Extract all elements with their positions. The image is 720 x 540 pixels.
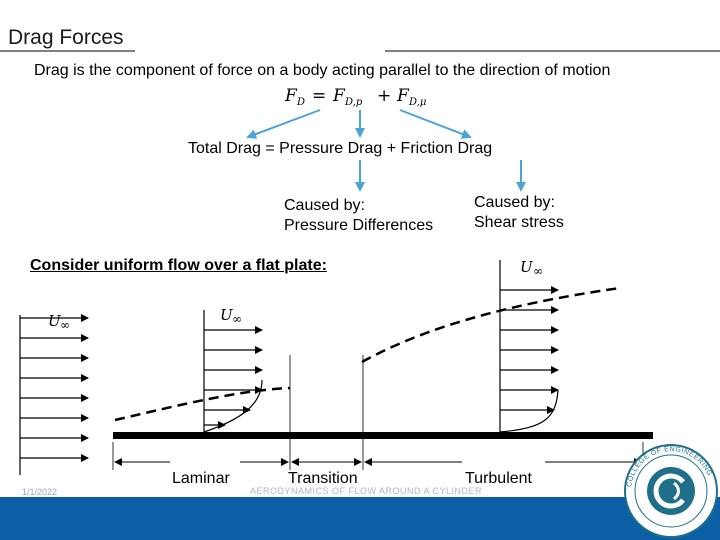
formula-term1-sub: D,p	[344, 97, 363, 108]
pressure-cause-value: Pressure Differences	[284, 217, 434, 234]
transition-label: Transition	[288, 470, 358, 487]
title-underline-left	[0, 50, 135, 52]
formula-term1: F	[332, 86, 346, 106]
formula-plus: +	[377, 86, 391, 106]
svg-text:U: U	[48, 312, 62, 330]
upstream-velocity-profile	[19, 314, 89, 475]
slide-title: Drag Forces	[8, 26, 124, 49]
arrow-to-total-drag	[246, 109, 321, 139]
pressure-cause-label: Caused by:	[284, 197, 365, 214]
footer-text: AERODYNAMICS OF FLOW AROUND A CYLINDER	[250, 486, 483, 496]
turbulent-velocity-profile	[499, 260, 559, 433]
formula-lhs: F	[284, 86, 298, 106]
turbulent-label: Turbulent	[465, 470, 532, 487]
formula-equals: =	[312, 86, 326, 106]
formula-term2-sub: D,μ	[408, 97, 426, 108]
laminar-label: Laminar	[172, 470, 230, 487]
total-drag-equation: Total Drag = Pressure Drag + Friction Dr…	[188, 140, 493, 157]
region-dividers	[112, 355, 644, 470]
u-infinity-label-upstream: U ∞	[48, 312, 70, 332]
arrow-to-friction-drag	[399, 109, 472, 139]
drag-formula: F D = F D,p + F D,μ	[284, 86, 426, 108]
svg-text:U: U	[520, 258, 534, 276]
formula-term2: F	[396, 86, 410, 106]
friction-cause-label: Caused by:	[474, 194, 555, 211]
footer-date: 1/1/2022	[22, 487, 58, 497]
flat-plate	[113, 432, 653, 439]
logo-flame-icon	[672, 481, 680, 501]
title-underline-right	[385, 50, 720, 52]
u-infinity-label-turbulent: U ∞	[520, 258, 543, 278]
flat-plate-heading: Consider uniform flow over a flat plate:	[30, 257, 327, 274]
boundary-layer-edge	[114, 286, 621, 422]
svg-text:∞: ∞	[60, 318, 70, 332]
decomposition-arrows	[246, 109, 526, 192]
laminar-boundary-layer	[114, 386, 291, 422]
college-logo: COLLEGE OF ENGINEERING	[624, 444, 718, 538]
formula-lhs-sub: D	[296, 97, 305, 108]
friction-drag-cause: Caused by: Shear stress	[474, 193, 564, 233]
u-infinity-label-laminar: U ∞	[220, 306, 242, 326]
turbulent-boundary-layer	[361, 286, 621, 364]
friction-cause-value: Shear stress	[474, 214, 564, 231]
definition-text: Drag is the component of force on a body…	[34, 62, 611, 79]
svg-text:∞: ∞	[232, 312, 242, 326]
pressure-drag-cause: Caused by: Pressure Differences	[284, 196, 433, 236]
svg-text:U: U	[220, 306, 234, 324]
logo-c-icon	[653, 473, 685, 509]
svg-text:∞: ∞	[533, 264, 543, 278]
laminar-velocity-profile	[203, 310, 263, 433]
footer-bar	[0, 497, 720, 540]
